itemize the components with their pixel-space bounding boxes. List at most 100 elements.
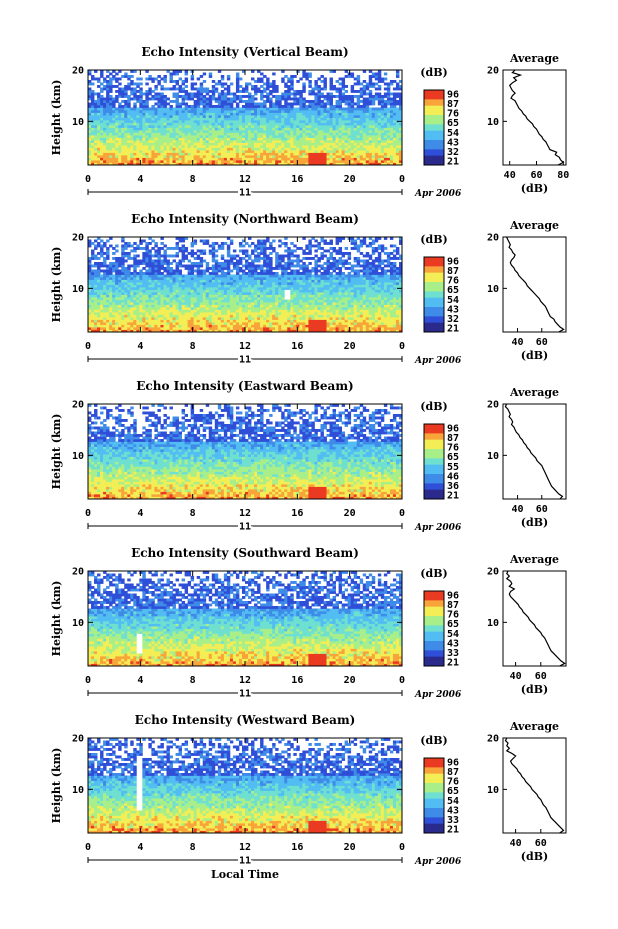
heatmap-cell xyxy=(314,155,318,158)
heatmap-cell xyxy=(223,287,228,290)
heatmap-cell xyxy=(184,314,189,318)
heatmap-cell xyxy=(184,77,189,81)
heatmap-cell xyxy=(133,279,137,283)
heatmap-cell xyxy=(142,267,146,270)
heatmap-cell xyxy=(238,267,243,270)
heatmap-cell xyxy=(223,264,228,268)
heatmap-cell xyxy=(103,242,107,245)
heatmap-cell xyxy=(163,160,167,163)
heatmap-cell xyxy=(353,135,358,138)
heatmap-cell xyxy=(377,117,382,121)
heatmap-cell xyxy=(311,122,315,126)
x-tick-label: 4 xyxy=(137,174,143,185)
heatmap-cell xyxy=(199,289,204,293)
heatmap-cell xyxy=(157,289,161,293)
heatmap-cell xyxy=(100,110,104,113)
heatmap-cell xyxy=(202,107,207,111)
heatmap-cell xyxy=(121,142,125,146)
heatmap-cell xyxy=(115,130,119,133)
heatmap-cell xyxy=(205,299,210,303)
heatmap-cell xyxy=(377,107,382,111)
heatmap-cell xyxy=(91,130,95,133)
heatmap-cell xyxy=(133,304,137,308)
heatmap-cell xyxy=(229,279,234,283)
heatmap-cell xyxy=(296,135,300,138)
heatmap-cell xyxy=(208,279,213,283)
heatmap-cell xyxy=(109,80,113,83)
heatmap-cell xyxy=(196,317,201,320)
heatmap-cell xyxy=(229,112,234,116)
heatmap-cell xyxy=(371,132,376,136)
heatmap-cell xyxy=(211,132,216,136)
heatmap-cell xyxy=(157,254,161,258)
heatmap-cell xyxy=(341,127,346,131)
heatmap-cell xyxy=(329,160,333,163)
heatmap-cell xyxy=(181,142,186,146)
heatmap-cell xyxy=(314,97,318,101)
colorbar-segment xyxy=(424,136,444,141)
heatmap-cell xyxy=(374,142,379,146)
heatmap-cell xyxy=(241,137,246,141)
heatmap-cell xyxy=(254,117,258,121)
heatmap-cell xyxy=(130,92,134,96)
heatmap-cell xyxy=(121,125,125,128)
heatmap-cell xyxy=(329,152,333,156)
heatmap-cell xyxy=(121,92,125,96)
heatmap-cell xyxy=(269,162,273,166)
heatmap-cell xyxy=(184,157,189,161)
heatmap-cell xyxy=(136,294,140,298)
heatmap-cell xyxy=(238,287,243,290)
heatmap-cell xyxy=(187,157,192,161)
heatmap-cell xyxy=(350,150,355,153)
heatmap-cell xyxy=(220,135,225,138)
heatmap-cell xyxy=(130,289,134,293)
heatmap-cell xyxy=(368,110,373,113)
heatmap-cell xyxy=(178,132,182,136)
heatmap-cell xyxy=(220,242,225,245)
heatmap-cell xyxy=(130,145,134,148)
heatmap-cell xyxy=(169,314,173,318)
heatmap-cell xyxy=(329,87,333,91)
heatmap-cell xyxy=(341,147,346,151)
heatmap-cell xyxy=(187,252,192,255)
heatmap-cell xyxy=(365,107,370,111)
heatmap-cell xyxy=(118,162,122,166)
heatmap-cell xyxy=(169,292,173,295)
heatmap-cell xyxy=(235,142,240,146)
heatmap-cell xyxy=(148,322,152,325)
heatmap-cell xyxy=(217,100,222,103)
heatmap-cell xyxy=(302,72,306,76)
heatmap-cell xyxy=(226,249,231,253)
heatmap-cell xyxy=(220,162,225,166)
heatmap-cell xyxy=(175,299,179,303)
heatmap-cell xyxy=(100,97,104,101)
heatmap-cell xyxy=(106,137,110,141)
heatmap-cell xyxy=(220,244,225,248)
heatmap-cell xyxy=(181,312,186,315)
heatmap-cell xyxy=(124,155,128,158)
heatmap-cell xyxy=(214,302,219,305)
heatmap-cell xyxy=(272,160,276,163)
heatmap-cell xyxy=(368,85,373,88)
heatmap-cell xyxy=(284,152,288,156)
heatmap-cell xyxy=(359,125,364,128)
heatmap-cell xyxy=(241,277,246,280)
heatmap-cell xyxy=(97,297,101,300)
heatmap-cell xyxy=(148,302,152,305)
heatmap-cell xyxy=(235,160,240,163)
heatmap-cell xyxy=(392,132,397,136)
heatmap-cell xyxy=(115,309,119,313)
heatmap-cell xyxy=(136,95,140,98)
heatmap-cell xyxy=(181,132,186,136)
heatmap-cell xyxy=(208,110,213,113)
heatmap-cell xyxy=(124,135,128,138)
heatmap-cell xyxy=(341,145,346,148)
heatmap-cell xyxy=(109,299,113,303)
heatmap-cell xyxy=(193,264,198,268)
heatmap-cell xyxy=(115,322,119,325)
heatmap-cell xyxy=(181,125,186,128)
heatmap-cell xyxy=(208,112,213,116)
heatmap-cell xyxy=(199,75,204,78)
heatmap-cell xyxy=(371,135,376,138)
